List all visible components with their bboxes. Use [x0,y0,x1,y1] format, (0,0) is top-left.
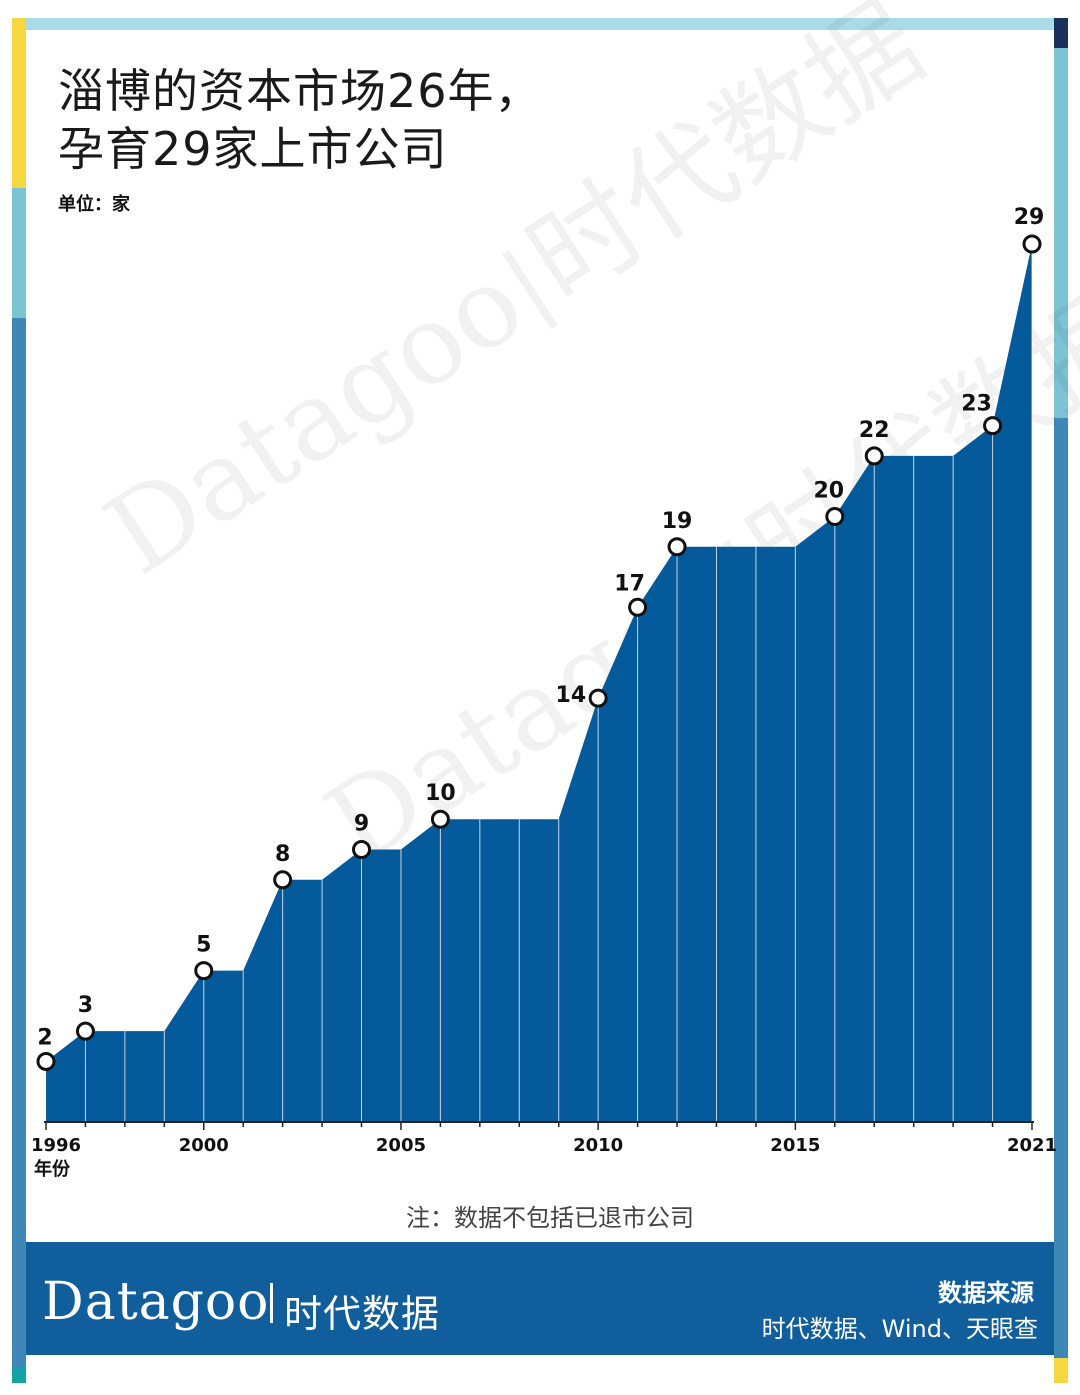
area-series [46,244,1032,1122]
data-point [430,809,450,829]
brand-logo: Datagoo [42,1272,270,1332]
footer-bar [26,1242,1054,1355]
x-tick-label: 2010 [573,1135,623,1156]
data-label: 14 [556,683,587,708]
x-tick-label: 2015 [770,1135,820,1156]
data-point [864,446,884,466]
data-label: 23 [961,392,992,417]
data-label: 2 [37,1025,52,1050]
data-label: 20 [813,478,844,503]
x-axis-label: 年份 [34,1158,71,1180]
data-point [273,870,293,890]
data-label: 19 [662,509,693,534]
x-tick-label: 2000 [179,1135,229,1156]
data-point [194,961,214,981]
data-point [983,416,1003,436]
data-label: 10 [425,781,456,806]
frame-right-strip [1054,18,1068,1383]
data-point [36,1051,56,1071]
frame-top-strip [26,18,1054,30]
footnote: 注：数据不包括已退市公司 [406,1204,694,1232]
x-tick-label: 2005 [376,1135,426,1156]
data-point [667,537,687,557]
data-point [75,1021,95,1041]
unit-label: 单位：家 [58,194,130,215]
data-label: 29 [1014,205,1045,230]
data-label: 8 [275,842,290,867]
data-point [352,840,372,860]
source-title: 数据来源 [938,1279,1034,1307]
data-point [588,688,608,708]
area-chart: 1996 2000 2005 2010 2015 2021年份23589101417192… [31,205,1057,1180]
data-label: 3 [78,993,93,1018]
chart-title-line1: 淄博的资本市场26年， [58,64,542,118]
data-label: 5 [196,933,211,958]
data-point [825,506,845,526]
frame-left-strip [12,18,26,1383]
x-tick-label: 2021 [1007,1135,1057,1156]
data-point [1022,234,1042,254]
source-text: 时代数据、Wind、天眼查 [761,1315,1038,1343]
data-label: 9 [354,812,369,837]
chart-title: 淄博的资本市场26年， 孕育29家上市公司 [58,62,542,178]
brand-chinese: 时代数据 [284,1292,441,1336]
data-label: 22 [859,418,890,443]
data-label: 17 [614,571,645,596]
x-tick-label: 1996 [31,1135,81,1156]
brand-separator [270,1283,273,1323]
chart-title-line2: 孕育29家上市公司 [58,122,448,176]
data-point [628,597,648,617]
